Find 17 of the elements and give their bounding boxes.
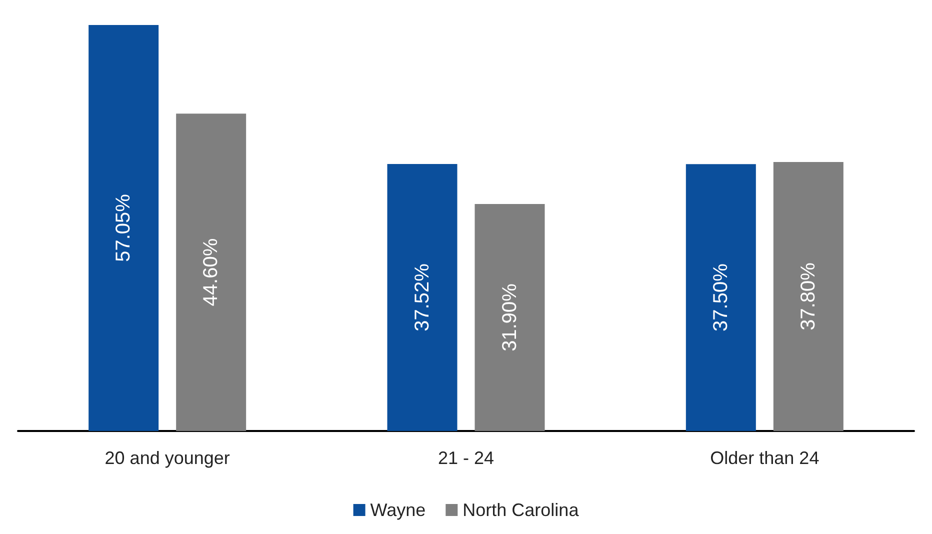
data-label: 37.52% [411,263,434,332]
data-label: 44.60% [200,238,222,306]
bar [387,164,458,431]
data-label: 31.90% [498,283,521,352]
bar [176,114,246,431]
data-label: 37.50% [710,263,732,332]
data-label: 57.05% [112,194,135,262]
x-tick-label: Older than 24 [710,448,820,468]
legend-label: North Carolina [462,500,580,520]
x-tick-label: 20 and younger [104,448,230,468]
bar [686,164,756,431]
data-label: 37.80% [797,262,820,330]
x-tick-label: 21 - 24 [438,448,494,468]
legend-label: Wayne [370,500,426,520]
bar [88,25,159,431]
bar [773,162,844,431]
bar [474,204,545,431]
